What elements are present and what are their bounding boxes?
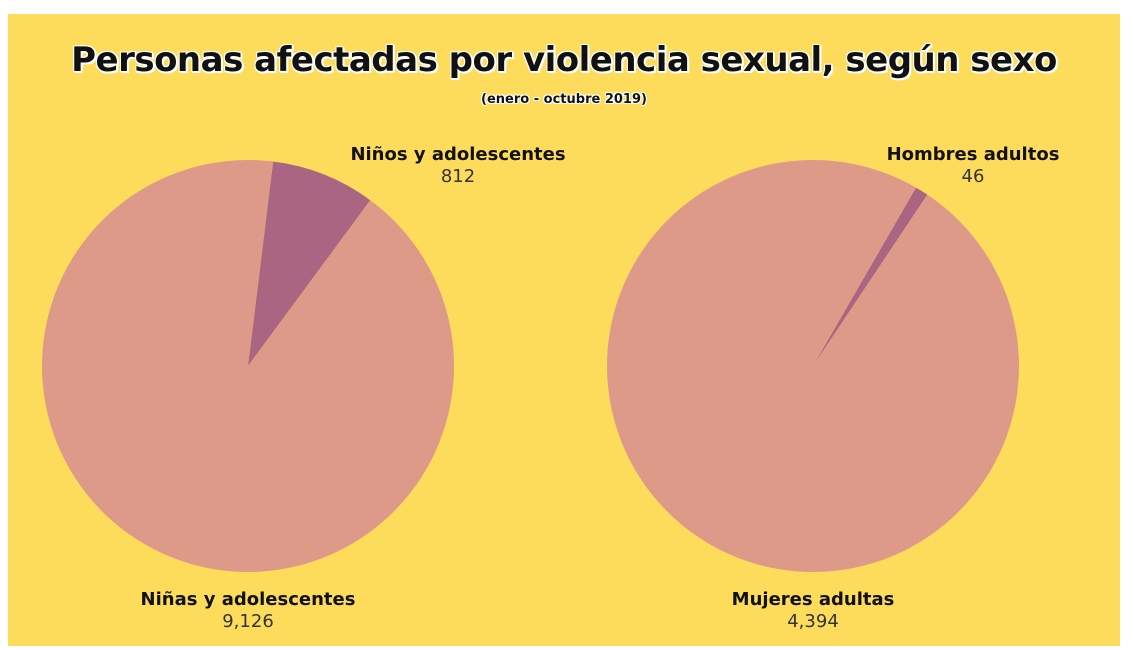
pie-slice-niñas-y-adolescentes (42, 160, 455, 572)
slice-value: 812 (440, 166, 476, 187)
slice-name: Mujeres adultas (731, 589, 895, 610)
pie-slice-hombres-adultos (813, 187, 928, 366)
pie-slice-niños-y-adolescentes (248, 161, 371, 366)
slice-label-ninas: Niñas y adolescentes 9,126 (103, 589, 393, 632)
slice-name: Hombres adultos (886, 144, 1060, 165)
slice-name: Niñas y adolescentes (140, 589, 356, 610)
pies-svg (42, 159, 1019, 572)
slice-label-ninos: Niños y adolescentes 812 (313, 144, 603, 187)
slice-label-hombres: Hombres adultos 46 (858, 144, 1088, 187)
chart-canvas: Personas afectadas por violencia sexual,… (8, 14, 1120, 646)
slice-label-mujeres: Mujeres adultas 4,394 (688, 589, 938, 632)
slice-value: 4,394 (787, 611, 839, 632)
chart-title: Personas afectadas por violencia sexual,… (71, 40, 1057, 80)
slice-value: 46 (961, 166, 985, 187)
pie-chart-adults (606, 159, 1019, 572)
chart-subtitle: (enero - octubre 2019) (481, 92, 647, 107)
slice-value: 9,126 (222, 611, 274, 632)
pie-slice-mujeres-adultas (606, 159, 1019, 572)
slice-name: Niños y adolescentes (350, 144, 566, 165)
pie-chart-minors (42, 160, 455, 572)
